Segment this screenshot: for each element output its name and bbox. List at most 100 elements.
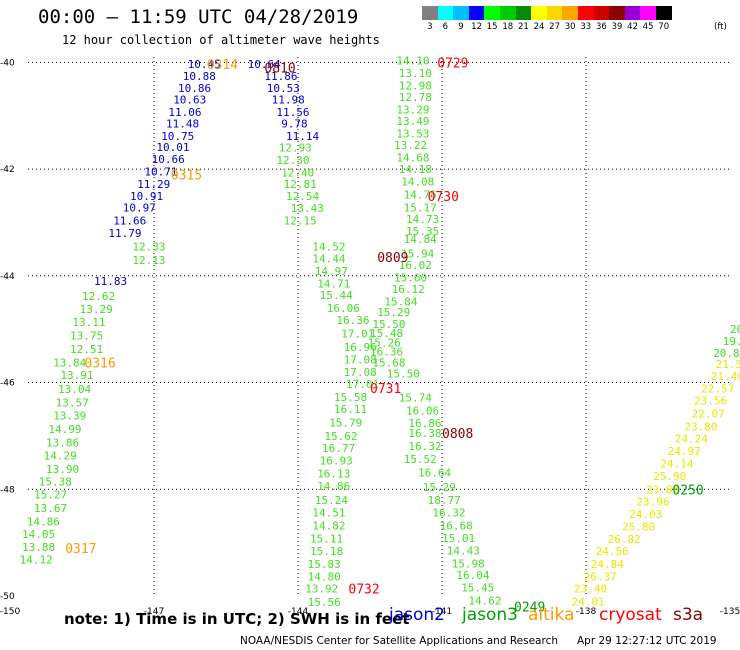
pass-time-label: 0315 (171, 168, 202, 183)
wave-height-value: 10.86 (178, 82, 211, 95)
wave-height-value: 21.40 (711, 370, 740, 383)
wave-height-value: 11.14 (286, 130, 319, 143)
wave-height-value: 14.80 (308, 570, 341, 583)
wave-height-value: 23.56 (694, 395, 727, 408)
wave-height-value: 19. (723, 335, 740, 348)
wave-height-value: 16.86 (408, 417, 441, 430)
wave-height-value: 15.45 (461, 581, 494, 594)
wave-height-value: 14.97 (315, 265, 348, 278)
wave-height-value: 24.84 (591, 558, 624, 571)
color-swatch (422, 6, 438, 20)
color-scale-label: 3 (427, 22, 433, 32)
wave-height-value: 14.05 (22, 528, 55, 541)
pass-time-label: 0731 (370, 382, 401, 397)
color-swatch (640, 6, 656, 20)
wave-height-value: 16.36 (336, 314, 369, 327)
color-scale-label: 18 (502, 22, 514, 32)
wave-height-value: 15.58 (334, 391, 367, 404)
color-swatch (515, 6, 532, 20)
wave-height-value: 15.79 (329, 417, 362, 430)
wave-height-value: 12.13 (132, 254, 165, 267)
wave-height-value: 13.49 (396, 115, 429, 128)
wave-height-value: 14.73 (406, 213, 439, 226)
pass-time-label: 0810 (264, 62, 295, 77)
wave-height-value: 23.96 (636, 496, 669, 509)
wave-height-value: 12.54 (286, 190, 319, 203)
color-scale: 3 6 9 12 15 18 21 24 27 30 33 36 39 42 45 70 (ft) (422, 6, 727, 32)
wave-height-value: 16.96 (344, 341, 377, 354)
wave-height-value: 15.29 (377, 306, 410, 319)
wave-height-value: 17.01 (346, 378, 379, 391)
wave-height-value: 10.53 (267, 82, 300, 95)
color-swatch (499, 6, 516, 20)
pass-time-label: 0317 (65, 542, 96, 557)
pass-time-label: 0730 (428, 190, 459, 205)
wave-height-value: 13.57 (56, 396, 89, 409)
map-title: 00:00 – 11:59 UTC 04/28/2019 (38, 6, 359, 28)
lat-tick-label: -48 (0, 485, 15, 495)
wave-height-value: 10.71 (144, 166, 177, 179)
wave-height-value: 13.90 (46, 463, 79, 476)
wave-height-value: 16.77 (322, 442, 355, 455)
wave-height-value: 15.35 (406, 225, 439, 238)
wave-height-value: 12.98 (399, 79, 432, 92)
wave-height-value: 14.10 (396, 55, 429, 68)
wave-height-value: 13.22 (394, 139, 427, 152)
wave-height-value: 23.88 (646, 483, 679, 496)
wave-height-value: 13.86 (46, 436, 79, 449)
credit-timestamp: Apr 29 12:27:12 UTC 2019 (577, 635, 717, 647)
wave-height-value: 12.93 (279, 142, 312, 155)
pass-time-label: 0809 (377, 251, 408, 266)
pass-time-label: 0316 (84, 356, 115, 371)
wave-height-value: 14.68 (396, 151, 429, 164)
wave-height-value: 13.84 (53, 356, 86, 369)
color-swatch (531, 6, 547, 20)
wave-height-value: 15.52 (404, 453, 437, 466)
wave-height-value: 17.01 (341, 327, 374, 340)
wave-height-value: 21.59 (716, 358, 740, 371)
wave-height-value: 15.50 (372, 318, 405, 331)
wave-height-value: 25.80 (622, 521, 655, 534)
wave-height-value: 16.02 (399, 259, 432, 272)
wave-height-value: 16.64 (418, 467, 451, 480)
color-scale-swatches (422, 6, 672, 20)
wave-height-value: 14.08 (401, 175, 434, 188)
wave-height-value: 15.50 (387, 367, 420, 380)
wave-height-value: 15.27 (34, 489, 67, 502)
wave-height-value: 15.01 (442, 532, 475, 545)
wave-height-value: 15.17 (404, 201, 437, 214)
wave-height-value: 10.97 (123, 201, 156, 214)
wave-height-value: 16.32 (408, 440, 441, 453)
wave-height-value: 15.62 (324, 430, 357, 443)
legend-s3a: s3a (673, 605, 704, 625)
color-scale-label: 15 (486, 22, 498, 32)
lat-tick-label: -50 (0, 592, 15, 602)
wave-height-value: 22.57 (701, 382, 734, 395)
wave-height-value: 13.29 (80, 303, 113, 316)
wave-height-value: 14.12 (20, 554, 53, 567)
color-swatch (655, 6, 672, 20)
color-scale-label: 70 (658, 22, 670, 32)
wave-height-value: 12.30 (276, 154, 309, 167)
wave-height-value: 15.26 (368, 337, 401, 350)
color-scale-unit: (ft) (714, 22, 727, 32)
wave-height-value: 12.62 (82, 290, 115, 303)
wave-height-value: 12.78 (399, 91, 432, 104)
pass-time-label: 0250 (672, 483, 703, 498)
wave-height-value: 13.10 (399, 67, 432, 80)
color-scale-label: 39 (611, 22, 623, 32)
lon-tick-label: -138 (576, 607, 597, 617)
wave-height-value: 14.99 (48, 423, 81, 436)
wave-height-value: 15.98 (452, 557, 485, 570)
wave-height-value: 12.15 (284, 214, 317, 227)
wave-height-value: 12.33 (132, 240, 165, 253)
wave-height-value: 10.91 (130, 190, 163, 203)
wave-height-value: 13.29 (396, 103, 429, 116)
wave-height-value: 24.56 (596, 545, 629, 558)
wave-height-value: 24.14 (660, 458, 693, 471)
lon-tick-label: -150 (0, 607, 20, 617)
wave-height-value: 11.66 (113, 214, 146, 227)
wave-height-value: 15.56 (308, 596, 341, 609)
pass-time-label: 0314 (207, 58, 238, 73)
color-scale-label: 30 (564, 22, 576, 32)
